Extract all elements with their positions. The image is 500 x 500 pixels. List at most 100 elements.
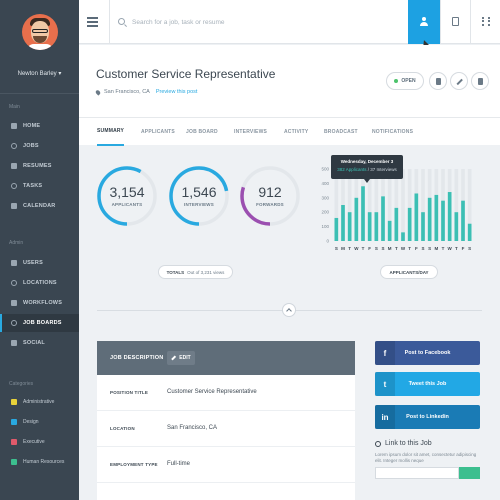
category-administrative[interactable]: Administrative xyxy=(0,393,79,411)
x-tick-label: T xyxy=(408,246,411,251)
ring-progress xyxy=(97,166,157,226)
y-tick-label: 500 xyxy=(321,167,329,172)
chart-bar[interactable] xyxy=(461,200,465,241)
sidebar-item-tasks[interactable]: TASKS xyxy=(0,177,79,195)
archive-button[interactable] xyxy=(429,72,447,90)
board-icon xyxy=(11,320,17,326)
tab-applicants[interactable]: APPLICANTS xyxy=(141,129,175,135)
stat-label: INTERVIEWS xyxy=(184,202,214,207)
job-link-field[interactable] xyxy=(375,467,459,479)
bar-track xyxy=(401,169,405,241)
tab-broadcast[interactable]: BROADCAST xyxy=(324,129,358,135)
chart-tooltip: Wednesday, December 3 382 Applicants / 3… xyxy=(331,155,403,183)
tab-interviews[interactable]: INTERVIEWS xyxy=(234,129,268,135)
menu-toggle-button[interactable] xyxy=(87,17,98,27)
chart-bar[interactable] xyxy=(347,212,352,241)
linkedin-share-button[interactable]: in Post to Linkedin xyxy=(375,405,480,429)
document-icon xyxy=(452,17,459,26)
chart-bar[interactable] xyxy=(387,220,392,241)
chart-bar[interactable] xyxy=(454,212,459,241)
pencil-icon xyxy=(171,355,177,361)
preview-link[interactable]: Preview this post xyxy=(155,89,198,95)
category-design[interactable]: Design xyxy=(0,413,79,431)
chart-bar[interactable] xyxy=(354,197,359,241)
grid-menu-button[interactable] xyxy=(470,0,500,44)
search-icon xyxy=(118,18,125,25)
tab-bar: SUMMARY APPLICANTS JOB BOARD INTERVIEWS ACTI… xyxy=(79,117,500,146)
sidebar-item-label: CALENDAR xyxy=(23,203,56,209)
sidebar-item-calendar[interactable]: CALENDAR xyxy=(0,197,79,215)
x-tick-label: S xyxy=(421,246,424,251)
chart-bar[interactable] xyxy=(334,217,339,241)
sidebar-item-social[interactable]: SOCIAL xyxy=(0,334,79,352)
edit-description-button[interactable]: EDIT xyxy=(167,351,195,365)
job-detail-label: LOCATION xyxy=(110,426,135,431)
x-tick-label: W xyxy=(401,246,406,251)
twitter-share-button[interactable]: t Tweet this Job xyxy=(375,372,480,396)
delete-button[interactable] xyxy=(471,72,489,90)
workflow-icon xyxy=(11,300,17,306)
sidebar-item-label: USERS xyxy=(23,260,43,266)
sidebar-item-label: WORKFLOWS xyxy=(23,300,63,306)
category-human-resources[interactable]: Human Resources xyxy=(0,453,79,471)
job-detail-value: San Francisco, CA xyxy=(167,425,218,431)
chart-bar[interactable] xyxy=(467,223,472,241)
chart-bar[interactable] xyxy=(427,197,432,241)
chart-bar[interactable] xyxy=(407,207,412,241)
chart-bar[interactable] xyxy=(434,194,439,241)
sidebar-item-workflows[interactable]: WORKFLOWS xyxy=(0,294,79,312)
chart-bar[interactable] xyxy=(421,212,425,241)
add-user-icon xyxy=(420,17,428,26)
x-tick-label: T xyxy=(362,246,365,251)
briefcase-icon xyxy=(11,143,17,149)
x-tick-label: M xyxy=(341,246,345,251)
sidebar-item-locations[interactable]: LOCATIONS xyxy=(0,274,79,292)
status-badge[interactable]: OPEN xyxy=(386,72,424,90)
copy-link-button[interactable] xyxy=(459,467,480,479)
edit-button[interactable] xyxy=(450,72,468,90)
chart-bar[interactable] xyxy=(447,192,452,241)
chart-label-badge[interactable]: APPLICANTS/DAY xyxy=(380,265,438,279)
chart-bar[interactable] xyxy=(361,186,365,241)
facebook-share-button[interactable]: f Post to Facebook xyxy=(375,341,480,365)
job-detail-label: EMPLOYMENT TYPE xyxy=(110,462,158,467)
bar-track xyxy=(454,169,459,241)
chart-bar[interactable] xyxy=(367,212,372,241)
documents-button[interactable] xyxy=(440,0,470,44)
job-header: Customer Service Representative San Fran… xyxy=(79,45,500,146)
sidebar-item-users[interactable]: USERS xyxy=(0,254,79,272)
sidebar-item-label: HOME xyxy=(23,123,41,129)
category-executive[interactable]: Executive xyxy=(0,433,79,451)
chart-bar[interactable] xyxy=(394,207,399,241)
job-detail-row: POSITION TITLE Customer Service Represent… xyxy=(97,375,355,411)
sidebar-item-jobs[interactable]: JOBS xyxy=(0,137,79,155)
add-user-button[interactable] xyxy=(408,0,440,44)
avatar[interactable] xyxy=(22,14,58,50)
chart-bar[interactable] xyxy=(341,205,345,241)
user-name[interactable]: Newton Barley ▾ xyxy=(17,71,62,77)
profile-section: Newton Barley ▾ xyxy=(0,0,79,94)
chart-bar[interactable] xyxy=(374,212,379,241)
tab-activity[interactable]: ACTIVITY xyxy=(284,129,309,135)
search-input[interactable] xyxy=(132,15,392,29)
sidebar-item-home[interactable]: HOME xyxy=(0,117,79,135)
sidebar-item-job-boards[interactable]: JOB BOARDS xyxy=(0,314,79,332)
chart-bar[interactable] xyxy=(401,232,405,241)
job-detail-label: POSITION TITLE xyxy=(110,390,149,395)
globe-icon xyxy=(375,440,381,447)
chart-bar[interactable] xyxy=(414,193,419,241)
chart-bar[interactable] xyxy=(381,196,385,241)
tab-notifications[interactable]: NOTIFICATIONS xyxy=(372,129,414,135)
document-icon xyxy=(11,163,17,169)
totals-badge[interactable]: TOTALS Out of 3,231 views xyxy=(158,265,233,279)
tab-summary[interactable]: SUMMARY xyxy=(97,118,125,146)
tab-job-board[interactable]: JOB BOARD xyxy=(186,129,218,135)
stat-forwards: 912 FORWARDS xyxy=(239,165,301,227)
chart-bar[interactable] xyxy=(441,200,445,241)
bar-track xyxy=(334,169,339,241)
sidebar-item-label: RESUMES xyxy=(23,163,52,169)
link-description: Lorem ipsum dolor sit amet, consectetur … xyxy=(375,452,477,463)
ring-progress xyxy=(240,166,300,226)
collapse-button[interactable] xyxy=(282,303,296,317)
sidebar-item-resumes[interactable]: RESUMES xyxy=(0,157,79,175)
